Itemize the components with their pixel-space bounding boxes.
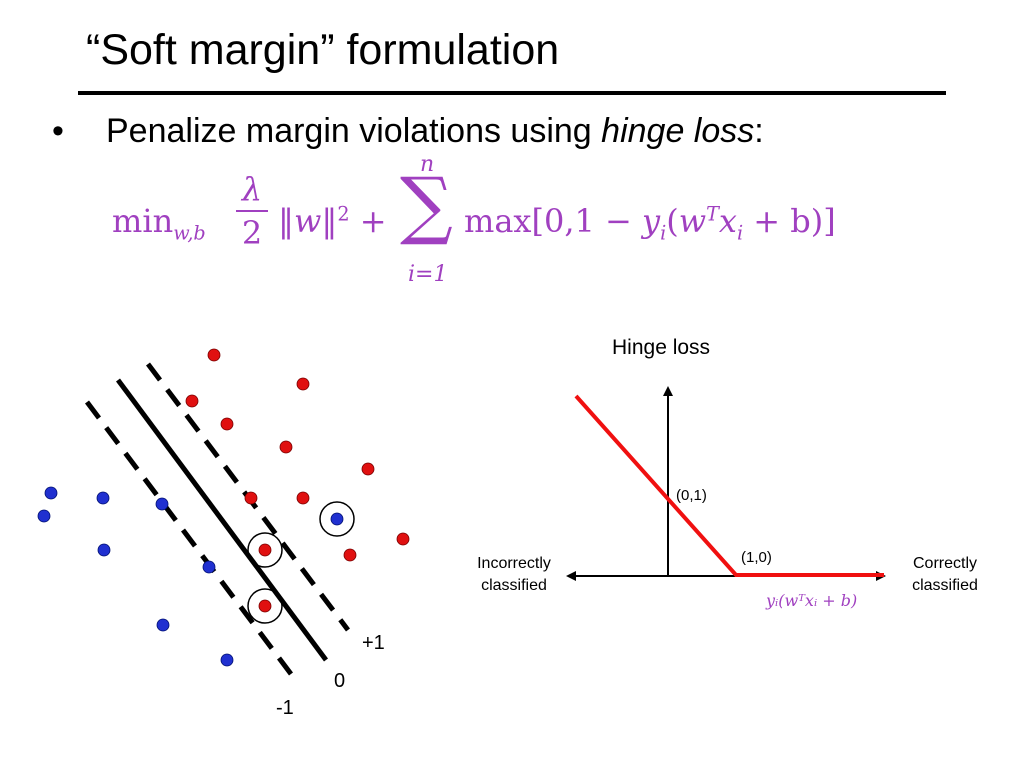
bullet-text: Penalize margin violations using hinge l… [106,112,764,151]
blue-point [37,509,51,523]
red-point [258,543,272,557]
red-point [343,548,357,562]
point-1-0-label: (1,0) [741,549,772,566]
correctly-label-line1: Correctly [913,555,977,572]
margin-line-minus1 [85,400,299,684]
lambda-symbol: λ [241,170,263,208]
min-subscript: w,b [173,221,206,245]
point-0-1-label: (0,1) [676,487,707,504]
objective-formula: minw,b λ 2 ‖w‖2 + n ∑ i=1 max[0,1 − yi(w… [112,150,902,300]
support-vector-ring [247,532,283,568]
incorrectly-label-line2: classified [481,577,547,594]
label-minus1: -1 [276,697,294,719]
formula-min: minw,b [112,202,206,244]
norm-exponent: 2 [337,202,350,226]
hinge-loss-curve [574,394,884,577]
red-point [258,599,272,613]
sum-upper-limit: n [420,152,435,177]
bullet-emphasis: hinge loss [601,112,755,150]
blue-point [156,618,170,632]
red-point [296,377,310,391]
blue-point [97,543,111,557]
x-axis-expression: yᵢ(wᵀxᵢ + b) [765,591,857,610]
hinge-paren: ( [666,202,679,240]
lambda-fraction: λ 2 [236,170,268,252]
bullet-marker: • [52,112,64,150]
norm-term: ‖w‖2 + [278,202,387,240]
label-zero: 0 [334,670,345,692]
red-point [185,394,199,408]
norm-w: w [294,202,322,240]
correctly-label-line2: classified [912,577,978,594]
hinge-x-subscript: i [736,221,744,245]
support-vector-ring [319,501,355,537]
title-underline [78,91,946,95]
blue-point [44,486,58,500]
norm-open: ‖ [278,202,294,240]
fraction-denominator: 2 [241,214,263,252]
hinge-y: y [642,202,661,240]
red-point [296,491,310,505]
sum-lower-limit: i=1 [408,262,447,287]
blue-point [220,653,234,667]
hinge-x: x [718,202,737,240]
support-vector-ring [247,588,283,624]
hinge-bias-term: + b)] [743,202,836,240]
red-point [207,348,221,362]
red-point [396,532,410,546]
blue-point [155,497,169,511]
norm-close: ‖ [321,202,338,240]
blue-points [37,486,344,667]
hinge-y-subscript: i [660,221,667,245]
bullet-main-text: Penalize margin violations using [106,112,602,150]
incorrectly-label-line1: Incorrectly [477,555,551,572]
red-point [220,417,234,431]
red-point [244,491,258,505]
summation-symbol: ∑ [400,162,453,248]
red-point [279,440,293,454]
red-points [185,348,410,613]
hinge-loss-plot: Hinge loss (0,1) (1,0) Incorrectly class… [477,336,978,610]
red-point [361,462,375,476]
max-expression: max[0,1 − [464,202,642,240]
fraction-bar [236,210,268,212]
blue-point [96,491,110,505]
slide-title: “Soft margin” formulation [86,26,560,74]
sum-lower-text: i=1 [408,262,448,287]
label-plus1: +1 [362,632,385,654]
hinge-w: w [678,202,707,240]
hinge-term: max[0,1 − yi(wTxi + b)] [464,202,836,244]
bullet-suffix: : [754,112,764,150]
plus-sign: + [359,202,387,240]
svm-margin-diagram: +1 0 -1 [37,348,410,719]
hinge-plot-title: Hinge loss [612,336,710,359]
hinge-transpose: T [706,202,719,226]
blue-point [202,560,216,574]
decision-boundary-line [115,378,329,662]
min-operator: min [112,202,174,240]
blue-point [330,512,344,526]
